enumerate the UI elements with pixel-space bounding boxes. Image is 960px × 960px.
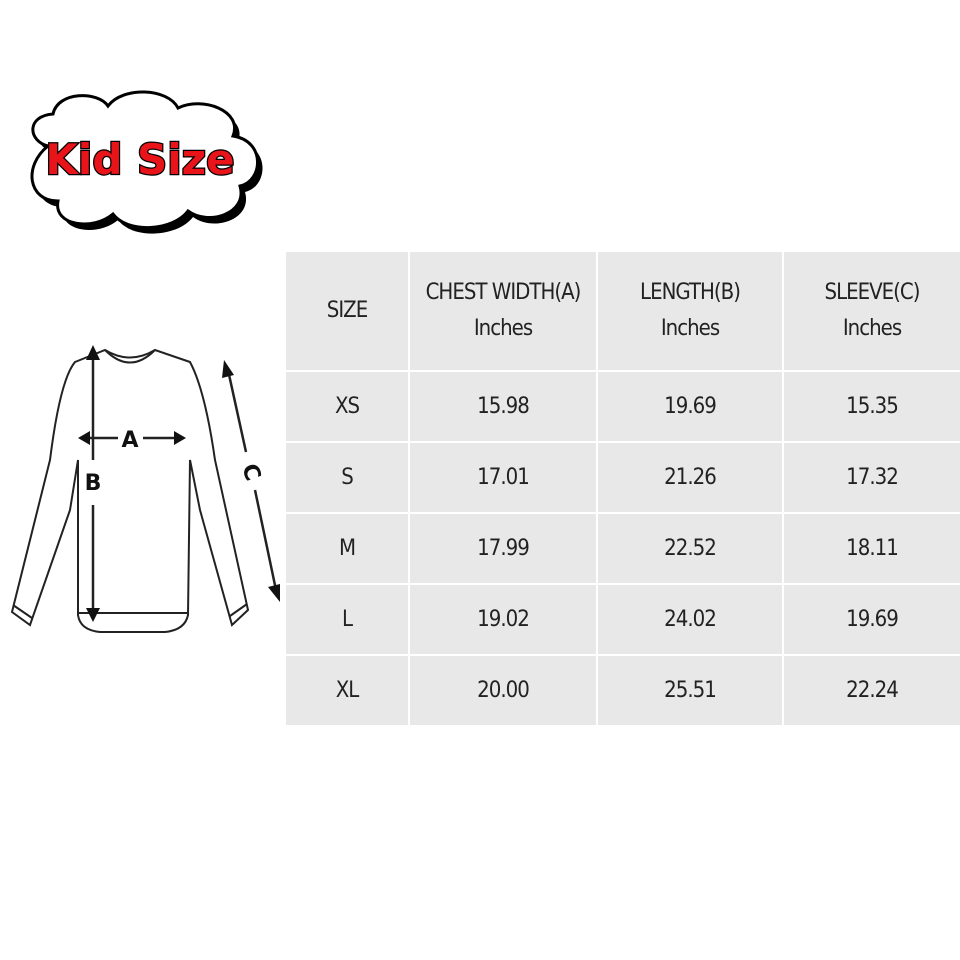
table-row: S 17.01 21.26 17.32 xyxy=(284,441,960,514)
cell-size: XL xyxy=(284,654,410,727)
cell-sleeve: 18.11 xyxy=(782,512,960,585)
label-c: C xyxy=(236,461,265,485)
header-chest-width: CHEST WIDTH(A) Inches xyxy=(408,250,598,372)
cell-chest-width: 19.02 xyxy=(408,583,598,656)
header-sleeve: SLEEVE(C) Inches xyxy=(782,250,960,372)
sweater-diagram: A B C xyxy=(10,345,280,633)
cell-chest-width: 17.01 xyxy=(408,441,598,514)
cell-size: S xyxy=(284,441,410,514)
cell-chest-width: 17.99 xyxy=(408,512,598,585)
label-b: B xyxy=(85,471,102,496)
cell-sleeve: 19.69 xyxy=(782,583,960,656)
kid-size-logo: Kid Size xyxy=(30,90,263,234)
cell-sleeve: 17.32 xyxy=(782,441,960,514)
table-header-row: SIZE CHEST WIDTH(A) Inches LENGTH(B) Inche… xyxy=(284,250,960,372)
size-chart-table: SIZE CHEST WIDTH(A) Inches LENGTH(B) Inche… xyxy=(284,250,960,727)
cell-size: XS xyxy=(284,370,410,443)
cell-length: 21.26 xyxy=(596,441,784,514)
logo-text: Kid Size xyxy=(45,135,234,184)
cell-sleeve: 22.24 xyxy=(782,654,960,727)
header-size: SIZE xyxy=(284,250,410,372)
header-length: LENGTH(B) Inches xyxy=(596,250,784,372)
table-row: M 17.99 22.52 18.11 xyxy=(284,512,960,585)
cell-length: 24.02 xyxy=(596,583,784,656)
cell-sleeve: 15.35 xyxy=(782,370,960,443)
cell-chest-width: 20.00 xyxy=(408,654,598,727)
table-row: L 19.02 24.02 19.69 xyxy=(284,583,960,656)
cell-length: 19.69 xyxy=(596,370,784,443)
table-row: XS 15.98 19.69 15.35 xyxy=(284,370,960,443)
cell-chest-width: 15.98 xyxy=(408,370,598,443)
table-row: XL 20.00 25.51 22.24 xyxy=(284,654,960,727)
label-a: A xyxy=(121,428,138,453)
cell-length: 25.51 xyxy=(596,654,784,727)
cell-size: M xyxy=(284,512,410,585)
cell-length: 22.52 xyxy=(596,512,784,585)
cell-size: L xyxy=(284,583,410,656)
